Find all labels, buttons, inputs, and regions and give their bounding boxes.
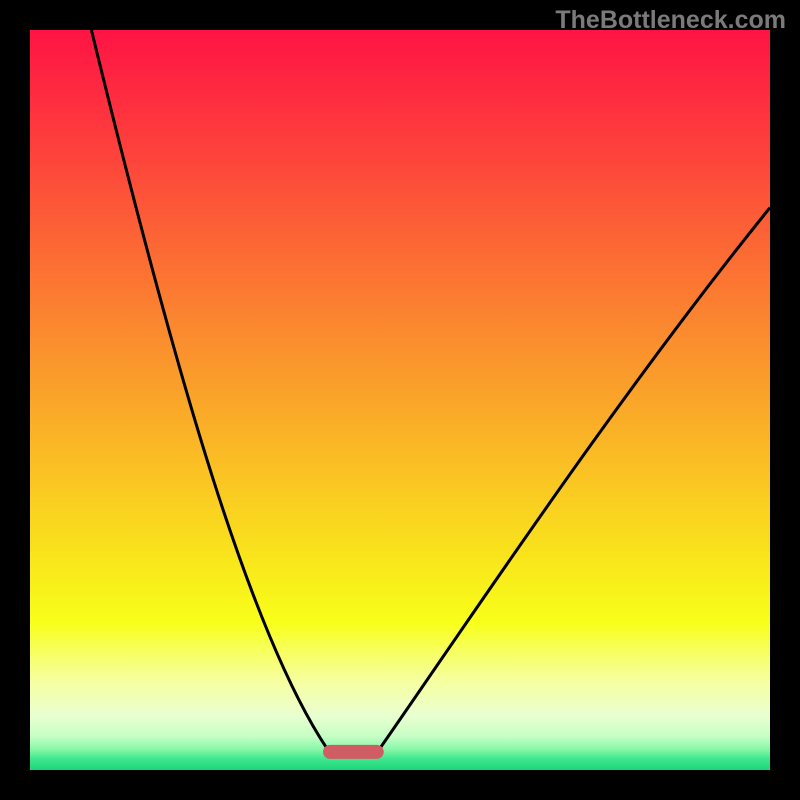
plot-area	[30, 30, 770, 770]
bottleneck-marker	[323, 745, 384, 759]
gradient-background	[30, 30, 770, 770]
chart-container: TheBottleneck.com	[0, 0, 800, 800]
plot-svg	[30, 30, 770, 770]
